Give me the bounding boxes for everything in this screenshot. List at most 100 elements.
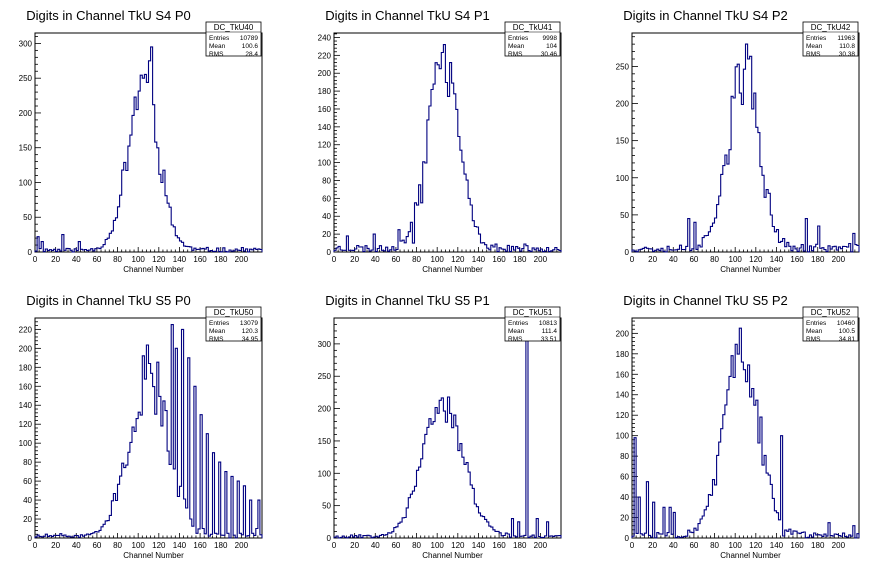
y-tick-label: 200 <box>19 344 33 353</box>
y-tick-label: 120 <box>318 141 332 150</box>
histogram-panel: Digits in Channel TkU S4 P2 0 20 40 60 80 100 1… <box>616 8 860 274</box>
y-tick-label: 0 <box>327 534 332 543</box>
y-tick-label: 100 <box>616 432 630 441</box>
x-tick-label: 160 <box>492 541 506 550</box>
y-tick-label: 100 <box>318 469 332 478</box>
x-axis-label: Channel Number <box>422 265 483 274</box>
x-tick-label: 60 <box>92 541 101 550</box>
stats-value: 13079 <box>240 320 258 327</box>
x-tick-label: 120 <box>152 541 166 550</box>
stats-name: DC_TkU51 <box>513 308 553 317</box>
x-tick-label: 0 <box>33 541 38 550</box>
y-tick-label: 200 <box>318 69 332 78</box>
y-tick-label: 160 <box>616 370 630 379</box>
x-tick-label: 80 <box>113 255 122 264</box>
x-axis-label: Channel Number <box>422 551 483 560</box>
stats-label: RMS <box>508 336 523 343</box>
x-tick-label: 180 <box>513 255 527 264</box>
stats-name: DC_TkU41 <box>513 23 553 32</box>
histogram-line <box>333 323 562 539</box>
chart-title: Digits in Channel TkU S4 P1 <box>325 8 490 23</box>
stats-label: RMS <box>806 51 821 58</box>
stats-value: 111.4 <box>542 328 558 335</box>
stats-label: Mean <box>508 328 525 335</box>
x-tick-label: 140 <box>472 255 486 264</box>
y-tick-label: 80 <box>23 458 32 467</box>
y-tick-label: 180 <box>318 87 332 96</box>
histogram-line <box>631 327 860 539</box>
x-tick-label: 60 <box>689 255 698 264</box>
x-tick-label: 60 <box>391 255 400 264</box>
histogram-panel: Digits in Channel TkU S4 P0 0 20 40 60 80 100 1… <box>19 8 263 274</box>
y-tick-label: 150 <box>318 437 332 446</box>
stats-label: Entries <box>209 320 230 327</box>
y-tick-label: 200 <box>616 100 630 109</box>
y-tick-label: 60 <box>322 194 331 203</box>
y-tick-label: 160 <box>318 105 332 114</box>
stats-value: 30.46 <box>541 51 558 58</box>
y-tick-label: 0 <box>28 534 33 543</box>
x-tick-label: 140 <box>173 255 187 264</box>
x-tick-label: 180 <box>513 541 527 550</box>
y-tick-label: 180 <box>19 363 33 372</box>
x-tick-label: 20 <box>648 255 657 264</box>
x-tick-label: 100 <box>431 541 445 550</box>
x-tick-label: 40 <box>669 255 678 264</box>
plot-frame <box>631 32 860 253</box>
y-tick-label: 20 <box>23 515 32 524</box>
histogram-panel: Digits in Channel TkU S5 P2 0 20 40 60 80 100 1… <box>616 293 860 560</box>
y-tick-label: 40 <box>322 212 331 221</box>
stats-box <box>205 306 262 342</box>
chart-title: Digits in Channel TkU S5 P1 <box>325 293 490 308</box>
x-tick-label: 160 <box>790 541 804 550</box>
x-tick-label: 20 <box>51 255 60 264</box>
x-tick-label: 20 <box>648 541 657 550</box>
x-tick-label: 100 <box>729 255 743 264</box>
stats-label: RMS <box>209 336 224 343</box>
stats-box <box>504 306 561 342</box>
x-tick-label: 80 <box>710 541 719 550</box>
y-tick-label: 180 <box>616 350 630 359</box>
histogram-panel: Digits in Channel TkU S5 P1 0 20 40 60 80 100 1… <box>318 293 562 560</box>
y-tick-label: 100 <box>19 439 33 448</box>
x-tick-label: 20 <box>350 255 359 264</box>
histogram-line <box>34 324 263 539</box>
x-tick-label: 200 <box>534 255 548 264</box>
x-axis-label: Channel Number <box>720 265 781 274</box>
stats-value: 120.3 <box>242 328 259 335</box>
y-tick-label: 60 <box>23 477 32 486</box>
x-tick-label: 140 <box>770 541 784 550</box>
y-tick-label: 80 <box>322 176 331 185</box>
y-tick-label: 300 <box>19 39 33 48</box>
stats-value: 10813 <box>539 320 557 327</box>
stats-value: 110.8 <box>839 43 855 50</box>
x-tick-label: 200 <box>235 541 249 550</box>
y-tick-label: 220 <box>19 325 33 334</box>
histogram-panel: Digits in Channel TkU S5 P0 0 20 40 60 80 100 1… <box>19 293 263 560</box>
histogram-line <box>333 44 562 253</box>
y-tick-label: 100 <box>318 159 332 168</box>
x-tick-label: 80 <box>710 255 719 264</box>
x-tick-label: 180 <box>811 541 825 550</box>
x-tick-label: 0 <box>33 255 38 264</box>
y-tick-label: 120 <box>616 411 630 420</box>
stats-box <box>802 306 859 342</box>
x-tick-label: 180 <box>214 541 228 550</box>
stats-label: RMS <box>209 51 224 58</box>
x-tick-label: 200 <box>832 255 846 264</box>
x-tick-label: 120 <box>749 255 763 264</box>
y-tick-label: 250 <box>19 74 33 83</box>
y-tick-label: 80 <box>620 452 629 461</box>
x-tick-label: 180 <box>214 255 228 264</box>
chart-title: Digits in Channel TkU S4 P2 <box>623 8 788 23</box>
x-tick-label: 60 <box>92 255 101 264</box>
stats-label: Entries <box>508 35 529 42</box>
x-tick-label: 120 <box>152 255 166 264</box>
y-tick-label: 220 <box>318 51 332 60</box>
x-tick-label: 160 <box>193 255 207 264</box>
x-tick-label: 40 <box>371 255 380 264</box>
y-tick-label: 0 <box>625 248 630 257</box>
x-tick-label: 40 <box>72 541 81 550</box>
x-tick-label: 200 <box>235 255 249 264</box>
